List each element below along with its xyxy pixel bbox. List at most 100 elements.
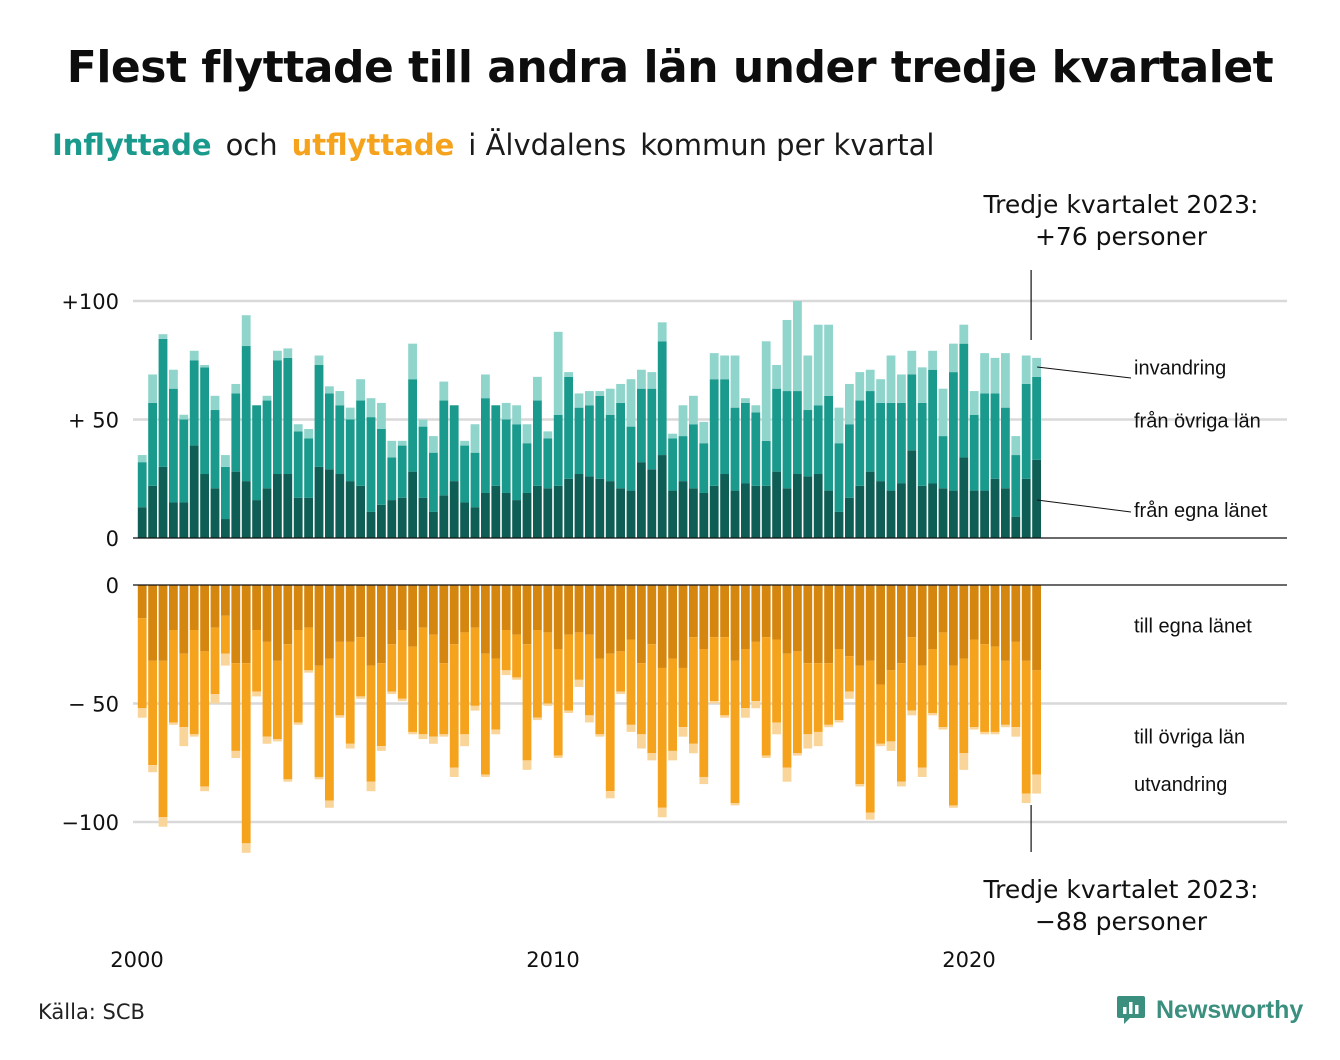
bar-in-segment [418, 497, 428, 538]
bar-in-segment [865, 471, 875, 538]
bar-out-segment [637, 663, 646, 735]
bar-in-segment [221, 466, 230, 520]
bar-out-segment [137, 708, 147, 718]
bar-out-segment [200, 786, 209, 792]
annotation-top-line1: Tredje kvartalet 2023: [983, 190, 1259, 219]
bar-in-segment [980, 353, 989, 394]
bar-in-segment [720, 355, 729, 380]
bar-in-segment [169, 388, 178, 503]
bar-in-segment [574, 474, 584, 538]
bar-in-segment [522, 424, 532, 444]
bar-out-segment [585, 715, 594, 723]
bar-in-segment [439, 381, 449, 401]
bar-in-segment [470, 507, 480, 538]
bar-in-segment [429, 511, 438, 538]
bar-in-segment [158, 338, 168, 467]
bar-in-segment [938, 436, 948, 489]
bar-out-segment [605, 791, 615, 799]
bar-in-segment [377, 504, 386, 538]
bar-in-segment [262, 488, 272, 538]
bar-in-segment [1011, 436, 1021, 456]
bar-out-segment [491, 585, 501, 659]
bar-out-segment [491, 729, 501, 735]
bar-out-segment [782, 767, 792, 782]
bar-out-segment [969, 585, 979, 640]
bar-out-segment [657, 585, 667, 668]
bar-in-segment [252, 405, 261, 501]
bar-out-segment [720, 715, 729, 718]
bar-out-segment [210, 694, 220, 704]
x-tick-label: 2000 [110, 948, 163, 972]
bar-in-segment [876, 402, 885, 482]
bar-in-segment [855, 400, 865, 486]
bar-out-segment [335, 585, 345, 642]
bar-out-segment [959, 753, 969, 770]
bar-out-segment [397, 585, 407, 631]
bar-in-segment [637, 369, 646, 389]
bar-in-segment [751, 485, 761, 538]
bar-in-segment [720, 474, 729, 538]
bar-in-segment [512, 500, 521, 538]
bar-out-segment [314, 776, 324, 780]
bar-in-segment [522, 492, 532, 538]
bar-in-segment [605, 414, 615, 482]
bar-out-segment [314, 585, 324, 666]
bar-in-segment [179, 419, 189, 503]
bar-out-segment [501, 630, 511, 671]
bar-in-segment [262, 395, 272, 401]
bar-in-segment [678, 436, 688, 482]
bar-in-segment [345, 481, 355, 538]
bar-in-segment [273, 474, 282, 538]
bar-out-segment [928, 585, 937, 649]
bar-in-segment [959, 324, 969, 344]
bar-out-segment [408, 731, 417, 735]
bar-in-segment [356, 485, 365, 538]
bar-in-segment [366, 511, 376, 538]
bar-in-segment [148, 374, 157, 403]
bar-out-segment [751, 701, 761, 709]
newsworthy-logo-text: Newsworthy [1156, 995, 1304, 1024]
bar-in-segment [522, 443, 532, 493]
bar-in-segment [637, 388, 646, 463]
bar-out-segment [668, 585, 677, 659]
bar-in-segment [210, 395, 220, 411]
bar-in-segment [585, 391, 594, 406]
bar-in-segment [179, 502, 189, 538]
bar-out-segment [647, 644, 657, 754]
bar-in-segment [335, 405, 345, 475]
bar-in-segment [1021, 355, 1031, 384]
bar-in-segment [626, 379, 636, 427]
bar-out-segment [533, 717, 542, 721]
bar-in-segment [1021, 478, 1031, 538]
bar-in-segment [605, 388, 615, 415]
bar-out-segment [616, 691, 625, 695]
bar-out-segment [470, 585, 480, 628]
bar-out-segment [169, 722, 178, 725]
bar-in-segment [148, 485, 157, 538]
bar-out-segment [429, 634, 438, 737]
bar-out-segment [803, 734, 813, 749]
bar-out-segment [897, 663, 906, 782]
bar-in-segment [501, 419, 511, 493]
bar-out-segment [990, 585, 1000, 647]
bar-in-segment [1001, 488, 1010, 538]
bar-in-segment [605, 481, 615, 538]
bar-in-segment [501, 402, 511, 420]
bar-out-segment [231, 585, 241, 664]
bar-in-segment [990, 478, 1000, 538]
bar-in-segment [949, 372, 958, 491]
bar-in-segment [616, 383, 625, 403]
bar-out-segment [574, 632, 584, 680]
bar-out-segment [543, 703, 553, 706]
bar-out-segment [761, 585, 771, 638]
bar-in-segment [200, 364, 209, 368]
bar-in-segment [241, 346, 251, 482]
bar-in-segment [741, 483, 750, 538]
bar-in-segment [449, 481, 459, 538]
bar-in-segment [1011, 516, 1021, 538]
bar-in-segment [1032, 459, 1041, 538]
bar-in-segment [980, 490, 989, 538]
bar-in-segment [647, 388, 657, 470]
bar-in-segment [1001, 407, 1010, 489]
bar-in-segment [709, 379, 719, 486]
